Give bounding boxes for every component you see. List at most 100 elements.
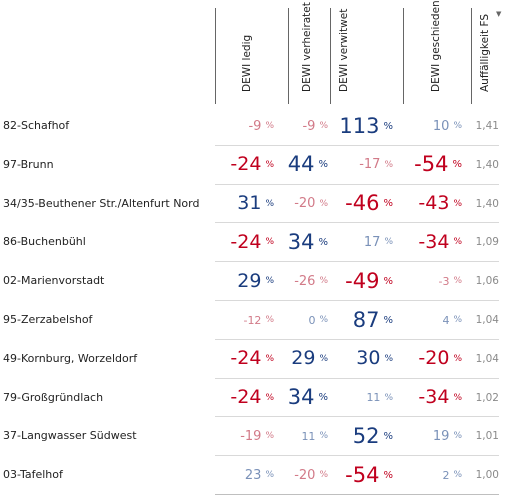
value-number: -24 bbox=[230, 347, 262, 370]
value-cell: 17% bbox=[330, 223, 393, 261]
fs-value: 1,09 bbox=[475, 236, 499, 249]
value-number: -26 bbox=[294, 273, 316, 289]
value-percent-sign: % bbox=[453, 431, 462, 442]
district-name: 86-Buchenbühl bbox=[3, 235, 86, 249]
value-percent-sign: % bbox=[319, 121, 328, 131]
value-percent-sign: % bbox=[453, 392, 462, 403]
table-row[interactable]: 82-Schafhof -9% -9% 113% 10% 1,41 bbox=[0, 107, 506, 145]
table-row[interactable]: 37-Langwasser Südwest -19% 11% 52% 19% 1,01 bbox=[0, 417, 506, 455]
table-row[interactable]: 49-Kornburg, Worzeldorf -24% 29% 30% -20% 1,0… bbox=[0, 340, 506, 378]
value-cell: -34% bbox=[403, 379, 462, 417]
value-percent-sign: % bbox=[265, 392, 274, 403]
value-number: 10 bbox=[432, 118, 450, 134]
row-separator bbox=[215, 144, 499, 146]
header-divider bbox=[403, 8, 404, 104]
column-header-geschieden[interactable]: DEWI geschieden bbox=[403, 0, 471, 104]
value-cell: 34% bbox=[288, 379, 328, 417]
value-percent-sign: % bbox=[265, 315, 274, 325]
value-percent-sign: % bbox=[453, 237, 462, 248]
value-number: 23 bbox=[244, 467, 262, 483]
row-separator bbox=[215, 222, 499, 224]
value-cell: -20% bbox=[403, 340, 462, 378]
table-row[interactable]: 02-Marienvorstadt 29% -26% -49% -3% 1,06 bbox=[0, 262, 506, 300]
value-percent-sign: % bbox=[319, 470, 328, 481]
sort-descending-icon[interactable]: ▼ bbox=[496, 10, 502, 18]
value-number: -20 bbox=[418, 347, 450, 370]
value-cell: -9% bbox=[215, 107, 274, 145]
table-row[interactable]: 34/35-Beuthener Str./Altenfurt Nord 31% -2… bbox=[0, 185, 506, 223]
value-cell: 19% bbox=[403, 417, 462, 455]
row-separator bbox=[215, 261, 499, 263]
value-percent-sign: % bbox=[383, 430, 393, 442]
value-percent-sign: % bbox=[383, 120, 393, 132]
value-cell: 44% bbox=[288, 146, 328, 184]
value-number: 44 bbox=[287, 152, 315, 177]
column-header-ledig[interactable]: DEWI ledig bbox=[215, 0, 288, 104]
district-name: 82-Schafhof bbox=[3, 119, 70, 132]
fs-value: 1,40 bbox=[475, 158, 499, 171]
value-percent-sign: % bbox=[384, 237, 393, 248]
value-cell: -24% bbox=[215, 379, 274, 417]
value-number: -19 bbox=[240, 428, 262, 444]
value-cell: 4% bbox=[403, 301, 462, 339]
column-header-verheiratet[interactable]: DEWI verheiratet bbox=[288, 0, 330, 104]
column-header-geschieden-label: DEWI geschieden bbox=[430, 0, 442, 92]
fs-value: 1,41 bbox=[475, 120, 499, 132]
value-cell: -20% bbox=[288, 456, 328, 494]
value-percent-sign: % bbox=[318, 236, 328, 248]
value-cell: 87% bbox=[330, 301, 393, 339]
value-number: 0 bbox=[308, 313, 316, 327]
value-percent-sign: % bbox=[265, 470, 274, 481]
value-number: -34 bbox=[418, 230, 450, 253]
value-percent-sign: % bbox=[383, 469, 393, 481]
value-number: -49 bbox=[345, 268, 380, 293]
value-number: -9 bbox=[302, 118, 316, 134]
value-number: 2 bbox=[442, 468, 450, 482]
value-percent-sign: % bbox=[384, 159, 393, 170]
value-cell: -24% bbox=[215, 223, 274, 261]
district-name: 79-Großgründlach bbox=[3, 390, 104, 404]
value-number: -20 bbox=[294, 196, 316, 212]
value-number: 11 bbox=[301, 429, 316, 443]
value-cell: -46% bbox=[330, 185, 393, 223]
value-percent-sign: % bbox=[319, 353, 328, 364]
value-percent-sign: % bbox=[383, 314, 393, 326]
value-cell: 0% bbox=[288, 301, 328, 339]
table-row[interactable]: 79-Großgründlach -24% 34% 11% -34% 1,02 bbox=[0, 379, 506, 417]
value-cell: -26% bbox=[288, 262, 328, 300]
column-header-verwitwet[interactable]: DEWI verwitwet bbox=[330, 0, 403, 104]
value-cell: -34% bbox=[403, 223, 462, 261]
district-name: 02-Marienvorstadt bbox=[3, 274, 105, 288]
table-row[interactable]: 03-Tafelhof 23% -20% -54% 2% 1,00 bbox=[0, 456, 506, 494]
value-number: 31 bbox=[237, 192, 262, 215]
value-number: -46 bbox=[345, 191, 380, 216]
value-percent-sign: % bbox=[453, 276, 462, 287]
row-separator bbox=[215, 338, 499, 340]
value-number: -24 bbox=[230, 230, 262, 253]
value-cell: -9% bbox=[288, 107, 328, 145]
value-cell: -3% bbox=[403, 262, 462, 300]
value-cell: 11% bbox=[330, 379, 393, 417]
district-name: 34/35-Beuthener Str./Altenfurt Nord bbox=[3, 196, 200, 210]
header-divider bbox=[330, 8, 331, 104]
value-percent-sign: % bbox=[453, 198, 462, 209]
row-separator bbox=[215, 300, 499, 301]
table-row[interactable]: 86-Buchenbühl -24% 34% 17% -34% 1,09 bbox=[0, 223, 506, 261]
value-number: -20 bbox=[294, 467, 316, 483]
value-percent-sign: % bbox=[265, 198, 274, 209]
column-header-fs[interactable]: Auffälligkeit FS ▼ bbox=[471, 0, 506, 104]
header-divider bbox=[215, 8, 216, 104]
value-number: -34 bbox=[418, 386, 450, 409]
value-percent-sign: % bbox=[319, 315, 328, 325]
value-percent-sign: % bbox=[265, 159, 274, 170]
value-number: 34 bbox=[287, 229, 315, 254]
table-row[interactable]: 97-Brunn -24% 44% -17% -54% 1,40 bbox=[0, 146, 506, 184]
value-percent-sign: % bbox=[453, 315, 462, 325]
value-number: -3 bbox=[438, 274, 450, 288]
row-separator bbox=[215, 377, 499, 379]
value-number: -54 bbox=[345, 462, 380, 487]
column-header-fs-label: Auffälligkeit FS bbox=[479, 14, 491, 92]
value-number: 29 bbox=[237, 269, 262, 292]
table-row[interactable]: 95-Zerzabelshof -12% 0% 87% 4% 1,04 bbox=[0, 301, 506, 339]
